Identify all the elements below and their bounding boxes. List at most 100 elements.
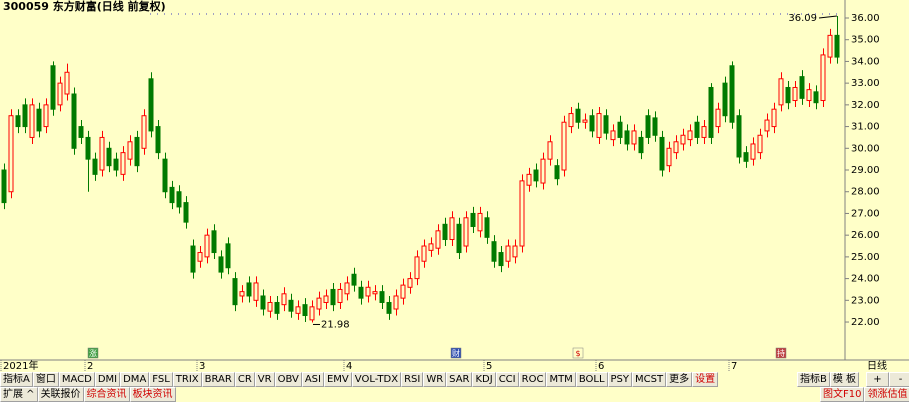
candle-body: [64, 71, 70, 95]
toolbar-button[interactable]: BRAR: [201, 372, 235, 387]
candle-body: [120, 152, 126, 175]
chart: 300059 东方财富(日线 前复权) 日线 22.0023.0024.0025…: [0, 0, 909, 372]
candle-body: [379, 291, 385, 303]
toolbar-button[interactable]: TRIX: [172, 372, 202, 387]
max-annotation: 36.09: [788, 13, 817, 24]
candle-body: [232, 278, 238, 306]
y-tick-label: 35.00: [851, 35, 880, 46]
toolbar-button[interactable]: DMI: [94, 372, 121, 387]
toolbar-button[interactable]: 扩展 ^: [0, 387, 38, 402]
candle-body: [519, 180, 525, 247]
candle-body: [169, 186, 175, 204]
toolbar-button[interactable]: BOLL: [575, 372, 608, 387]
toolbar-button[interactable]: 关联报价: [37, 387, 84, 402]
toolbar-button[interactable]: ROC: [518, 372, 547, 387]
candle-body: [547, 141, 553, 160]
toolbar-button[interactable]: FSL: [149, 372, 173, 387]
toolbar-button[interactable]: 指标B: [797, 372, 830, 387]
candle-body: [554, 165, 560, 180]
candle-body: [15, 115, 21, 128]
toolbar-button[interactable]: RSI: [401, 372, 424, 387]
toolbar-button[interactable]: DMA: [120, 372, 150, 387]
event-icon: [87, 347, 99, 359]
toolbar-button[interactable]: 综合资讯: [83, 387, 130, 402]
candle-body: [134, 136, 140, 167]
y-tick-label: 24.00: [851, 274, 880, 285]
y-tick-label: 32.00: [851, 100, 880, 111]
candle-body: [316, 297, 322, 310]
toolbar-button[interactable]: EMV: [323, 372, 352, 387]
candle-body: [29, 104, 35, 138]
toolbar-button[interactable]: MACD: [58, 372, 95, 387]
y-tick-label: 29.00: [851, 165, 880, 176]
candle-body: [512, 245, 518, 258]
candle-body: [246, 282, 252, 297]
max-arrow: [818, 15, 838, 19]
indicator-toolbar: 指标A 窗口 MACD DMI DMA FSL TRIX BRAR CR VR OBV ASI EMV V…: [0, 372, 719, 387]
toolbar-button[interactable]: MCST: [632, 372, 667, 387]
candle-body: [491, 241, 497, 262]
candle-body: [99, 136, 105, 171]
candle-body: [582, 119, 588, 123]
x-tick-label: 2: [87, 361, 93, 372]
candle-body: [22, 104, 28, 128]
toolbar-button[interactable]: OBV: [274, 372, 302, 387]
candle-body: [568, 113, 574, 128]
candle-body: [50, 65, 56, 110]
toolbar-button[interactable]: WR: [423, 372, 447, 387]
candle-body: [778, 78, 784, 106]
toolbar-button[interactable]: ASI: [301, 372, 324, 387]
y-tick-label: 30.00: [851, 143, 880, 154]
candle-body: [673, 141, 679, 154]
candle-body: [302, 304, 308, 317]
candle-body: [729, 65, 735, 123]
toolbar-button[interactable]: 图文F10: [820, 387, 865, 402]
toolbar-button[interactable]: 领涨估值: [864, 387, 909, 402]
candle-body: [596, 113, 602, 138]
candle-body: [155, 126, 161, 154]
toolbar-button[interactable]: 模 板: [829, 372, 860, 387]
toolbar-button[interactable]: CR: [234, 372, 255, 387]
candle-body: [561, 121, 567, 171]
candle-body: [603, 115, 609, 134]
toolbar-button[interactable]: CCI: [495, 372, 519, 387]
toolbar-button[interactable]: 设置: [692, 372, 719, 387]
toolbar-button[interactable]: 指标A: [0, 372, 33, 387]
candle-body: [638, 136, 644, 154]
candle-body: [239, 291, 245, 297]
candle-body: [533, 169, 539, 182]
toolbar-button[interactable]: 更多: [666, 372, 693, 387]
toolbar-button[interactable]: -: [889, 372, 909, 387]
candle-body: [295, 306, 301, 314]
toolbar-button[interactable]: PSY: [607, 372, 633, 387]
candle-body: [484, 217, 490, 238]
candle-body: [659, 136, 665, 171]
candle-body: [176, 191, 182, 208]
candle-body: [127, 141, 133, 160]
toolbar-button[interactable]: 板块资讯: [129, 387, 176, 402]
toolbar-button[interactable]: 窗口: [32, 372, 59, 387]
candle-body: [792, 86, 798, 102]
y-tick-label: 36.00: [851, 13, 880, 24]
candle-body: [78, 126, 84, 138]
candle-body: [498, 252, 504, 267]
candle-body: [813, 91, 819, 104]
candle-body: [197, 252, 203, 262]
y-tick-label: 28.00: [851, 187, 880, 198]
x-tick-label: 6: [598, 361, 604, 372]
candle-body: [36, 108, 42, 132]
y-tick-label: 34.00: [851, 56, 880, 67]
toolbar-button[interactable]: KDJ: [472, 372, 496, 387]
min-annotation: 21.98: [321, 319, 350, 330]
bottom-tabs: 扩展 ^ 关联报价 综合资讯 板块资讯: [0, 387, 176, 402]
candle-body: [407, 278, 413, 288]
toolbar-button[interactable]: +: [866, 372, 889, 387]
x-tick-label: 2021年: [3, 359, 38, 372]
candle-body: [456, 223, 462, 254]
toolbar-button[interactable]: MTM: [546, 372, 576, 387]
candle-body: [204, 234, 210, 258]
toolbar-button[interactable]: VOL-TDX: [351, 372, 402, 387]
toolbar-button[interactable]: SAR: [446, 372, 473, 387]
toolbar-button[interactable]: VR: [254, 372, 275, 387]
